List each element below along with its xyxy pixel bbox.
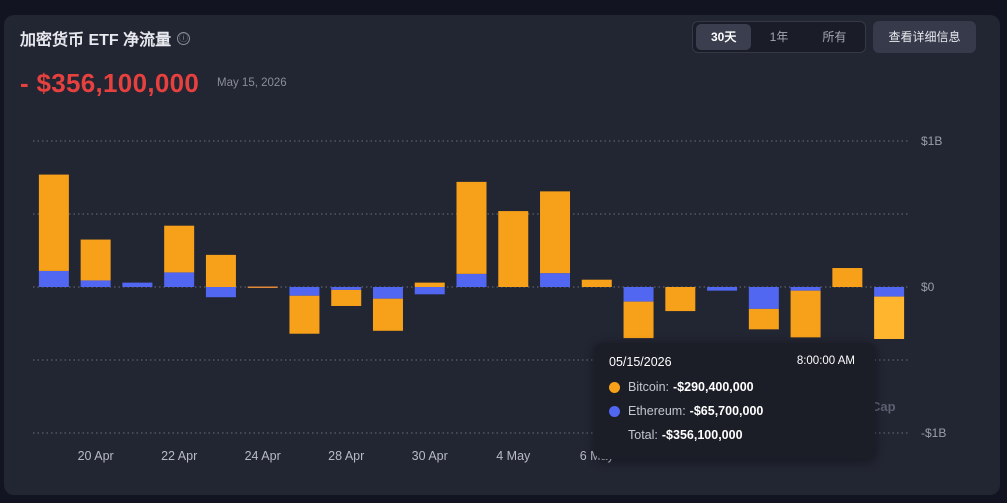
ethereum-bar (372, 287, 403, 299)
ethereum-bar (122, 282, 153, 287)
x-tick-label: 4 May (496, 449, 531, 463)
ethereum-bar (414, 287, 445, 295)
total-flow-date: May 15, 2026 (217, 77, 287, 89)
x-tick-label: 30 Apr (412, 449, 448, 463)
bitcoin-bar (748, 308, 779, 330)
x-tick-label: 28 Apr (328, 449, 364, 463)
ethereum-bar (164, 272, 195, 287)
ethereum-bar (748, 287, 779, 309)
bitcoin-bar (498, 211, 529, 287)
tooltip-row-bitcoin: Bitcoin: -$290,400,000 (609, 380, 754, 394)
bitcoin-legend-dot (609, 381, 620, 393)
bitcoin-bar (164, 225, 195, 273)
bitcoin-bar (581, 279, 612, 287)
bitcoin-bar (205, 254, 236, 287)
tooltip-bitcoin-label: Bitcoin: (628, 380, 669, 394)
tooltip-ethereum-value: -$65,700,000 (689, 404, 764, 418)
range-selector: 30天 1年 所有 (692, 21, 866, 53)
ethereum-bar (331, 287, 362, 290)
ethereum-bar (540, 273, 571, 287)
info-icon[interactable]: ⓘ (177, 31, 191, 45)
bitcoin-bar (331, 289, 362, 306)
x-tick-label: 20 Apr (78, 449, 114, 463)
ethereum-legend-dot (609, 405, 620, 417)
tooltip-bitcoin-value: -$290,400,000 (673, 380, 754, 394)
tooltip-ethereum-label: Ethereum: (628, 404, 686, 418)
range-all-button[interactable]: 所有 (822, 30, 847, 44)
bitcoin-bar (456, 181, 487, 274)
title-text: 加密货币 ETF 净流量 (20, 32, 172, 49)
ethereum-bar (38, 270, 69, 287)
total-flow-value: - $356,100,000 (20, 68, 200, 98)
tooltip-total-value: -$356,100,000 (661, 428, 743, 442)
x-tick-label: 24 Apr (245, 449, 281, 463)
y-tick-label: $0 (921, 280, 935, 294)
ethereum-bar (707, 287, 738, 291)
watermark-text: Cap (871, 399, 896, 414)
y-tick-label: -$1B (921, 426, 946, 440)
ethereum-bar (790, 287, 821, 291)
tooltip-time: 8:00:00 AM (796, 355, 855, 367)
tooltip-total-label: Total: (628, 428, 658, 442)
bitcoin-bar (38, 174, 69, 271)
bitcoin-bar (289, 295, 320, 334)
bitcoin-bar (665, 287, 696, 312)
chart-tooltip: 05/15/2026 8:00:00 AM Bitcoin: -$290,400… (595, 343, 875, 459)
bitcoin-bar (414, 282, 445, 287)
range-1y-button[interactable]: 1年 (769, 30, 789, 44)
tooltip-row-total: Total: -$356,100,000 (609, 428, 743, 442)
ethereum-bar (289, 287, 320, 296)
tooltip-row-ethereum: Ethereum: -$65,700,000 (609, 404, 763, 418)
view-details-button[interactable]: 查看详细信息 (873, 21, 976, 53)
ethereum-bar (456, 273, 487, 287)
ethereum-bar (874, 287, 905, 297)
bitcoin-bar (372, 298, 403, 331)
range-30d-button[interactable]: 30天 (696, 24, 752, 50)
y-tick-label: $1B (921, 134, 942, 148)
ethereum-bar (80, 280, 111, 287)
ethereum-bar (205, 287, 236, 298)
bitcoin-bar (790, 290, 821, 338)
x-tick-label: 22 Apr (161, 449, 197, 463)
ethereum-bar (623, 287, 654, 302)
bitcoin-bar (623, 301, 654, 339)
bitcoin-bar (540, 191, 571, 274)
chart-title: 加密货币 ETF 净流量 ⓘ (20, 26, 191, 50)
bitcoin-bar (80, 239, 111, 281)
tooltip-date: 05/15/2026 (609, 355, 672, 369)
bitcoin-bar (874, 296, 905, 339)
zero-bar (247, 286, 278, 288)
bitcoin-bar (832, 268, 863, 287)
